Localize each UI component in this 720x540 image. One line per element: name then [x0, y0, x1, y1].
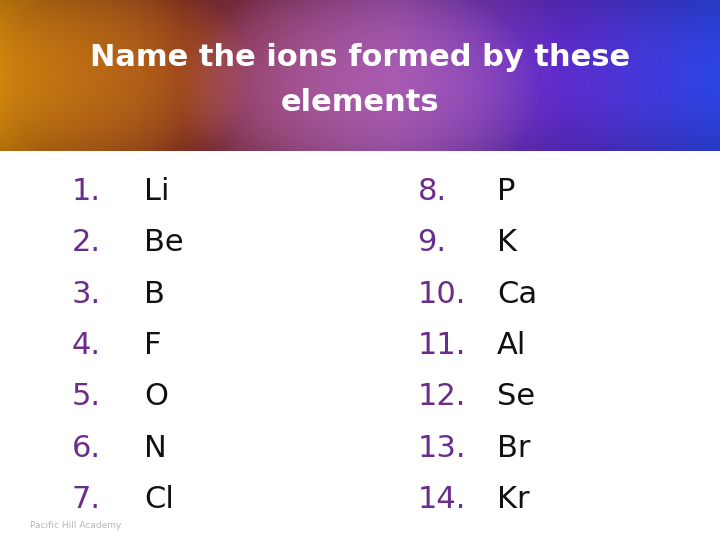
Text: 3.: 3.	[72, 280, 101, 309]
Text: N: N	[144, 434, 167, 463]
Text: Pacific Hill Academy: Pacific Hill Academy	[30, 521, 122, 530]
Text: 9.: 9.	[418, 228, 446, 258]
Text: Al: Al	[497, 331, 526, 360]
Text: 1.: 1.	[72, 177, 101, 206]
Text: 14.: 14.	[418, 485, 466, 514]
Text: 7.: 7.	[72, 485, 101, 514]
Text: Se: Se	[497, 382, 535, 411]
Text: Name the ions formed by these: Name the ions formed by these	[90, 43, 630, 72]
Text: 8.: 8.	[418, 177, 446, 206]
Text: 10.: 10.	[418, 280, 466, 309]
Text: O: O	[144, 382, 168, 411]
Text: K: K	[497, 228, 517, 258]
Text: Br: Br	[497, 434, 531, 463]
Text: 6.: 6.	[72, 434, 101, 463]
Text: 13.: 13.	[418, 434, 466, 463]
Text: Ca: Ca	[497, 280, 537, 309]
Text: Kr: Kr	[497, 485, 529, 514]
Text: F: F	[144, 331, 161, 360]
Text: 5.: 5.	[72, 382, 101, 411]
Text: Li: Li	[144, 177, 169, 206]
Text: B: B	[144, 280, 165, 309]
Text: Be: Be	[144, 228, 184, 258]
Text: 12.: 12.	[418, 382, 466, 411]
Text: 2.: 2.	[72, 228, 101, 258]
Text: P: P	[497, 177, 516, 206]
Text: 11.: 11.	[418, 331, 466, 360]
Text: elements: elements	[281, 88, 439, 117]
Text: 4.: 4.	[72, 331, 101, 360]
Text: Cl: Cl	[144, 485, 174, 514]
